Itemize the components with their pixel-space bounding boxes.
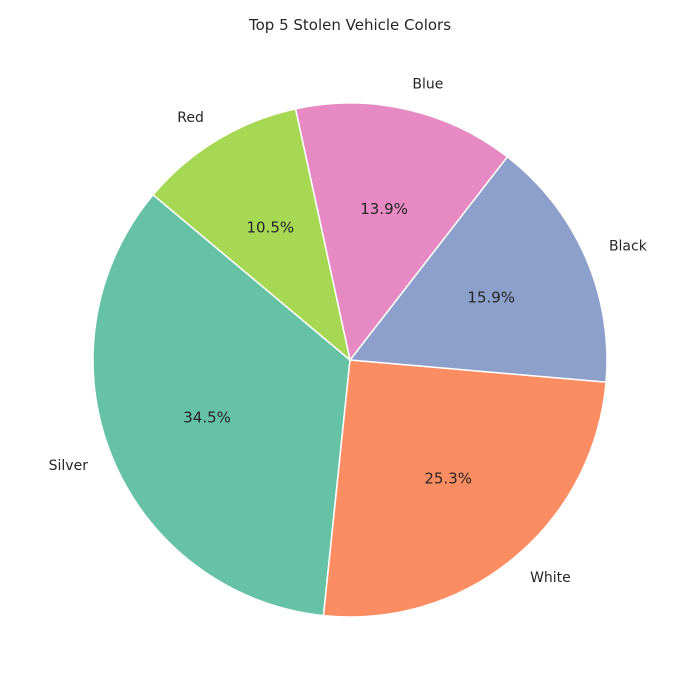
pie-slice-blue xyxy=(294,102,509,362)
category-label-silver: Silver xyxy=(49,458,89,474)
category-label-blue: Blue xyxy=(412,76,443,92)
category-label-white: White xyxy=(530,570,571,586)
pie-slice-silver xyxy=(92,193,351,617)
percent-label-black: 15.9% xyxy=(467,289,515,307)
pie-slices xyxy=(92,102,608,618)
pie-slice-red xyxy=(152,107,352,362)
pie-labels: Silver 34.5% White 25.3% Black 15.9% Blue 13.9%… xyxy=(49,76,648,586)
category-label-red: Red xyxy=(177,110,204,126)
chart-title: Top 5 Stolen Vehicle Colors xyxy=(248,16,451,34)
percent-label-blue: 13.9% xyxy=(360,200,408,218)
pie-slice-white xyxy=(322,359,607,618)
percent-label-red: 10.5% xyxy=(246,218,294,236)
percent-label-white: 25.3% xyxy=(424,469,472,487)
percent-label-silver: 34.5% xyxy=(183,408,231,426)
category-label-black: Black xyxy=(609,239,648,255)
pie-slice-black xyxy=(348,155,608,383)
